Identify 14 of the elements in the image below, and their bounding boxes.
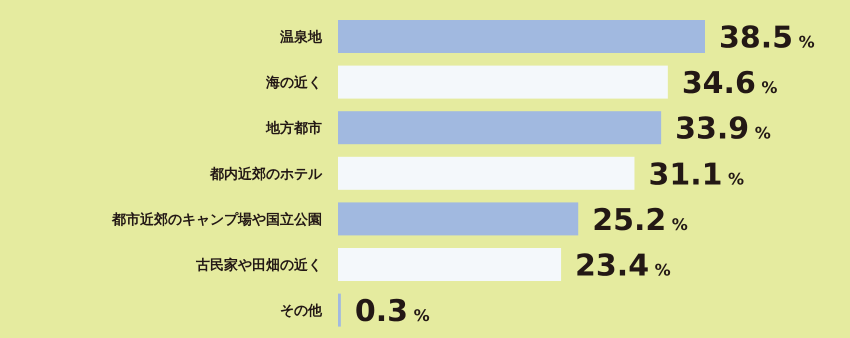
y-tick-label: 海の近く	[265, 74, 322, 92]
y-tick-label: 都内近郊のホテル	[209, 165, 323, 182]
data-label: 31.1 %	[648, 157, 744, 192]
data-label: 38.5 %	[719, 20, 815, 56]
data-label: 25.2 %	[592, 202, 688, 238]
data-label: 33.9 %	[675, 112, 771, 147]
y-tick-label: 都市近郊のキャンプ場や国立公園	[111, 210, 322, 228]
data-label: 23.4 %	[575, 248, 671, 284]
data-label: 34.6 %	[682, 66, 778, 102]
y-tick-label: その他	[280, 303, 323, 320]
y-tick-label: 温泉地	[279, 30, 323, 46]
y-tick-label: 地方都市	[265, 120, 322, 137]
data-label: 0.3 %	[354, 294, 430, 330]
y-tick-label: 古民家や田畑の近く	[195, 256, 322, 274]
